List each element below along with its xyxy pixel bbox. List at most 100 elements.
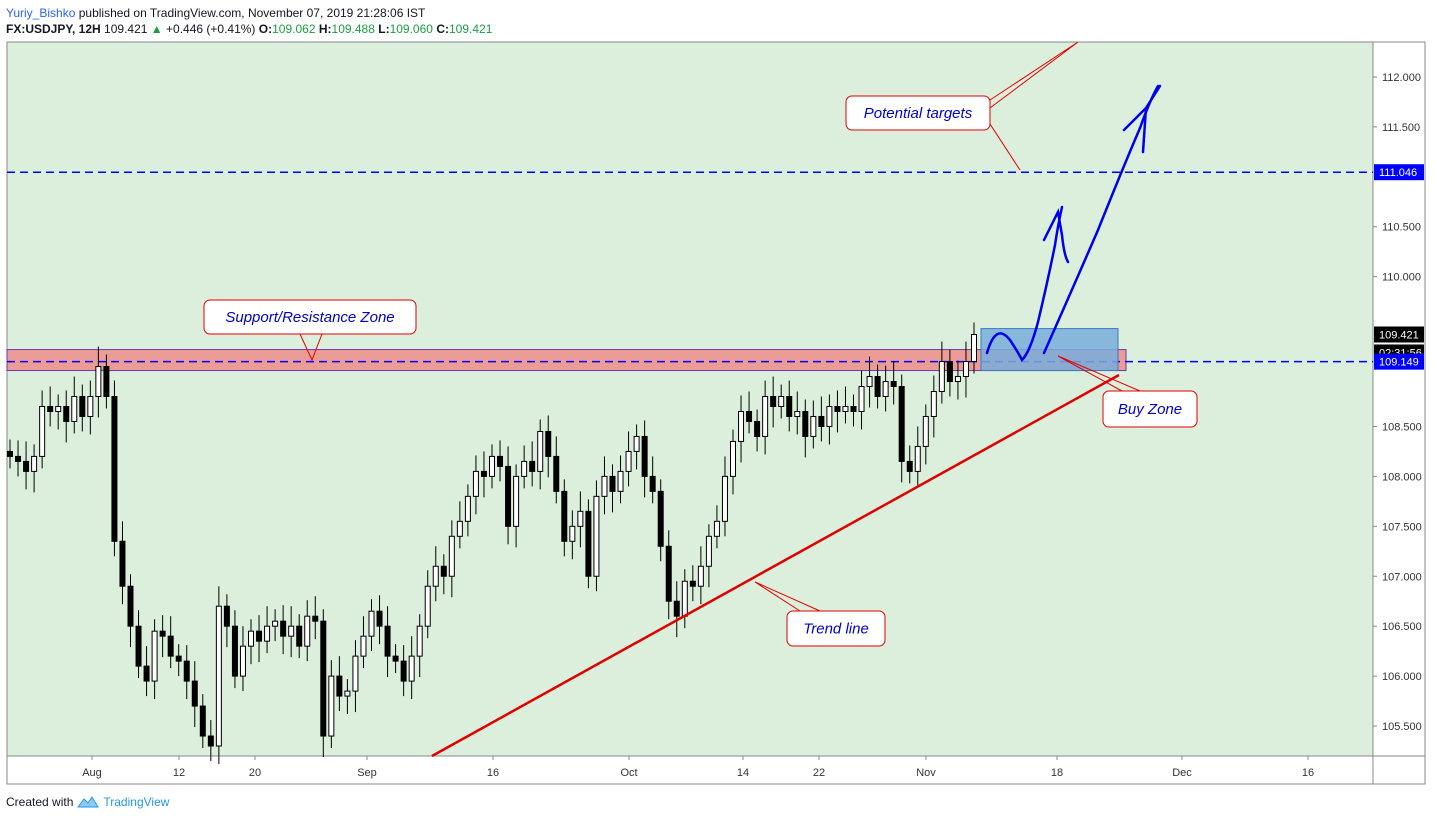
candle-body (392, 655, 399, 662)
low-value: 109.060 (389, 22, 433, 36)
candle-body (360, 635, 367, 657)
candle-body (561, 490, 568, 542)
author-link[interactable]: Yuriy_Bishko (6, 6, 76, 20)
candle-body (416, 625, 423, 657)
close-label: C: (436, 22, 449, 36)
candle-body (545, 430, 552, 457)
buy-zone-callout-pointer (1057, 355, 1141, 392)
short-target-arrowhead (1042, 208, 1070, 264)
candle-body (826, 405, 833, 427)
candle-body (111, 396, 118, 542)
candle-body (754, 420, 761, 437)
buy-zone-box (980, 328, 1119, 372)
candle-body (609, 475, 616, 492)
candle-body (738, 410, 745, 442)
candle-body (344, 690, 351, 697)
candle-body (689, 580, 696, 587)
candle-body (280, 620, 287, 637)
time-tick-label: Nov (916, 767, 936, 779)
candle-body (794, 410, 801, 417)
candle-body (962, 361, 969, 378)
candle-body (657, 490, 664, 547)
candle-body (882, 381, 889, 398)
candle-body (866, 376, 873, 388)
price-change: +0.446 (+0.41%) (166, 22, 256, 36)
footer: Created with TradingView (6, 795, 169, 809)
price-tick-label: 108.500 (1382, 421, 1422, 433)
open-value: 109.062 (272, 22, 316, 36)
candle-body (79, 396, 86, 417)
open-label: O: (258, 22, 273, 36)
candle-body (175, 655, 182, 662)
time-tick-label: 16 (1302, 767, 1314, 779)
buy-zone-callout-label: Buy Zone (1118, 401, 1182, 418)
candle-body (625, 450, 632, 472)
time-tick-label: 20 (249, 767, 261, 779)
time-tick-label: Aug (82, 767, 102, 779)
candle-body (127, 585, 134, 627)
time-tick-label: 22 (813, 767, 825, 779)
publish-info: Yuriy_Bishko published on TradingView.co… (6, 6, 425, 20)
candle-body (328, 675, 335, 737)
candle-body (906, 460, 913, 472)
candle-body (577, 510, 584, 527)
candle-body (320, 620, 327, 737)
tradingview-brand-link[interactable]: TradingView (103, 795, 170, 809)
candle-body (529, 460, 536, 472)
candle-body (376, 610, 383, 627)
candle-body (264, 625, 271, 642)
candle-body (7, 450, 13, 457)
candle-body (898, 386, 905, 462)
candle-body (231, 625, 238, 677)
price-tick-label: 112.000 (1382, 72, 1421, 84)
high-label: H: (318, 22, 332, 36)
candle-body (223, 605, 230, 627)
candle-body (312, 615, 319, 622)
support-price-tag-text: 109.149 (1379, 357, 1419, 369)
price-tick-label: 106.500 (1382, 621, 1422, 633)
sr-zone-callout-pointer (299, 333, 323, 362)
candle-body (954, 376, 961, 383)
trend-line-callout-pointer (754, 581, 821, 612)
candle-body (63, 405, 70, 422)
candle-body (23, 460, 30, 472)
sr-zone-callout-label: Support/Resistance Zone (225, 309, 394, 326)
last-price-tag-text: 109.421 (1379, 329, 1419, 341)
candle-body (641, 435, 648, 477)
candle-body (135, 625, 142, 667)
candle-body (215, 605, 222, 747)
candle-body (521, 460, 528, 477)
candle-body (858, 386, 865, 412)
candle-body (850, 405, 857, 412)
candle-body (922, 415, 929, 447)
candle-body (472, 470, 479, 497)
candle-body (585, 510, 592, 577)
candle-body (296, 625, 303, 647)
candle-body (159, 630, 166, 637)
candle-body (119, 540, 126, 587)
buy-zone-callout-box (1102, 390, 1198, 428)
target-price-tag-text: 111.046 (1379, 167, 1417, 179)
candle-body (505, 465, 512, 527)
price-tick-label: 111.500 (1382, 122, 1420, 134)
sr-zone-callout-box (203, 299, 417, 335)
candle-body (497, 455, 504, 467)
time-tick-label: Oct (620, 767, 637, 779)
chart-frame (6, 41, 1426, 785)
candle-body (304, 615, 311, 647)
price-tick-label: 110.500 (1382, 222, 1421, 234)
candle-body (239, 645, 246, 677)
candle-body (151, 630, 158, 682)
target-price-tag-bg (1374, 164, 1424, 181)
short-target-arrow (985, 205, 1064, 363)
trend-line-callout-label: Trend line (803, 621, 869, 638)
candle-body (649, 475, 656, 492)
candle-body (31, 455, 38, 472)
candle-body (665, 545, 672, 602)
candle-body (930, 391, 937, 417)
candle-body (424, 585, 431, 627)
candle-body (456, 520, 463, 537)
time-tick-label: 12 (173, 767, 185, 779)
candle-body (537, 430, 544, 472)
